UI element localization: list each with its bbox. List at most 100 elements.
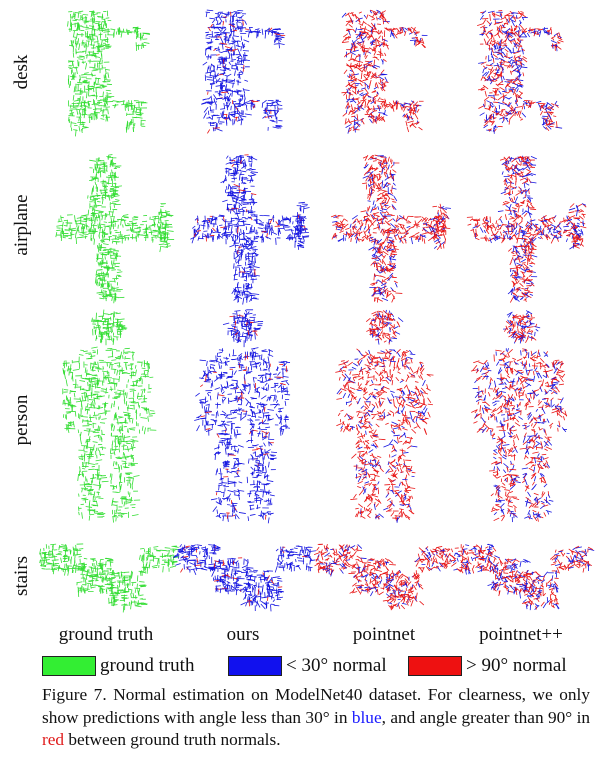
normal-vector — [199, 398, 206, 401]
normal-vector — [94, 216, 101, 219]
normal-vector — [103, 31, 111, 33]
normal-vector — [77, 474, 79, 481]
normal-vector — [107, 284, 110, 290]
normal-vector — [260, 577, 262, 583]
normal-vector — [69, 550, 72, 555]
normal-vector — [213, 377, 219, 382]
normal-vector — [121, 445, 127, 447]
normal-vector — [120, 590, 122, 594]
normal-vector — [298, 201, 306, 204]
normal-vector — [77, 38, 80, 45]
normal-vector — [200, 384, 204, 387]
normal-vector — [254, 226, 256, 233]
normal-vector — [136, 583, 138, 590]
normal-vector — [158, 218, 160, 223]
normal-vector — [104, 583, 111, 586]
normal-vector — [115, 461, 117, 465]
normal-vector — [270, 102, 275, 104]
normal-vector — [144, 563, 147, 571]
normal-vector — [70, 232, 72, 239]
normal-vector — [247, 209, 250, 214]
normal-vector — [296, 225, 298, 232]
normal-vector — [133, 475, 140, 478]
normal-vector — [105, 17, 110, 19]
normal-vector — [127, 428, 129, 433]
normal-vector — [200, 546, 205, 549]
normal-vector — [141, 42, 143, 49]
normal-vector — [172, 565, 176, 567]
normal-vector — [267, 219, 270, 226]
normal-vector — [95, 184, 98, 189]
normal-vector — [236, 395, 238, 401]
normal-vector — [114, 436, 116, 443]
normal-vector — [262, 413, 265, 419]
normal-vector — [123, 591, 129, 593]
normal-vector — [76, 32, 78, 40]
normal-vector — [136, 226, 142, 229]
normal-vector — [88, 353, 92, 355]
normal-vector — [254, 28, 260, 31]
normal-vector — [111, 359, 117, 361]
normal-vector — [230, 53, 233, 60]
normal-vector — [111, 473, 113, 481]
normal-vector — [205, 11, 208, 18]
normal-vector — [84, 498, 87, 504]
normal-vector — [94, 474, 100, 476]
normal-vector — [101, 418, 107, 420]
normal-vector — [200, 415, 206, 418]
normal-vector — [81, 214, 88, 217]
normal-vector — [119, 27, 121, 33]
normal-vector — [213, 74, 219, 77]
normal-vector — [253, 383, 256, 388]
normal-vector — [76, 227, 78, 234]
normal-vector — [266, 365, 268, 369]
normal-vector — [55, 232, 58, 238]
normal-vector — [87, 584, 89, 591]
normal-vector — [225, 56, 228, 62]
normal-vector — [221, 391, 225, 395]
normal-vector — [106, 264, 108, 272]
normal-vector — [255, 471, 263, 474]
normal-vector — [254, 232, 259, 234]
normal-vector — [229, 20, 232, 27]
normal-vector — [277, 577, 282, 580]
normal-vector — [253, 569, 259, 572]
normal-vector — [118, 466, 121, 473]
normal-vector — [199, 377, 204, 379]
normal-vector — [234, 475, 240, 478]
normal-vector — [108, 154, 113, 156]
normal-vector — [207, 420, 209, 426]
normal-vector — [78, 548, 84, 550]
normal-vector — [143, 370, 146, 375]
normal-vector — [287, 234, 290, 238]
normal-vector — [159, 234, 162, 240]
normal-vector — [105, 23, 107, 28]
normal-vector — [107, 560, 114, 562]
normal-vector — [253, 351, 259, 355]
normal-vector — [122, 443, 125, 451]
normal-vector — [105, 328, 110, 330]
normal-vector — [247, 327, 253, 329]
normal-vector — [243, 39, 250, 43]
normal-vector — [105, 89, 111, 92]
normal-vector — [100, 261, 108, 264]
normal-vector — [106, 238, 111, 241]
normal-vector — [137, 401, 140, 408]
normal-vector — [88, 399, 95, 401]
normal-vector — [233, 370, 237, 375]
normal-vector — [148, 408, 150, 414]
normal-vector — [148, 363, 150, 368]
normal-vector — [227, 460, 229, 466]
normal-vector — [96, 192, 98, 198]
normal-vector — [90, 566, 93, 572]
normal-vector — [71, 122, 77, 124]
normal-vector — [218, 351, 223, 354]
normal-vector — [118, 572, 121, 579]
normal-vector — [219, 72, 226, 75]
normal-vector — [127, 104, 129, 112]
normal-vector — [78, 19, 83, 21]
normal-vector — [239, 155, 245, 157]
normal-vector — [88, 33, 96, 36]
normal-vector — [253, 411, 256, 415]
normal-vector — [244, 309, 248, 313]
